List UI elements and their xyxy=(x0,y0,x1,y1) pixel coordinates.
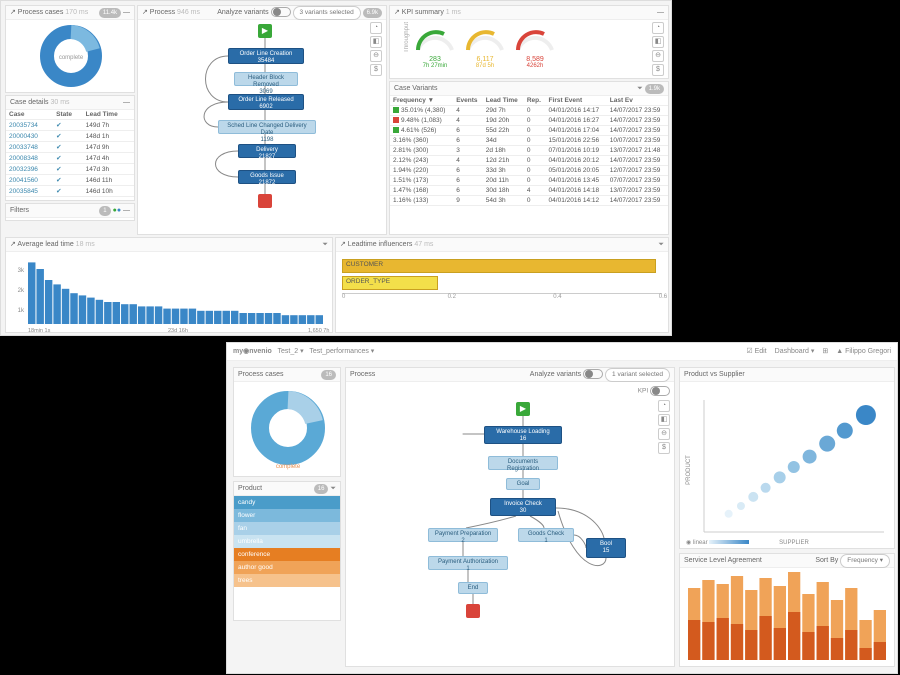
kpi-gauge: 6,11787d 5h xyxy=(460,22,510,69)
table-row[interactable]: 20032396✔147d 3h xyxy=(6,164,134,175)
product-item[interactable]: conference xyxy=(234,548,340,561)
influencer-bar[interactable]: ORDER_TYPE xyxy=(342,276,662,290)
variants-pill[interactable]: 3 variants selected xyxy=(293,6,361,20)
kpi-mode-icon[interactable]: ⊖ xyxy=(652,50,664,62)
svg-text:SUPPLIER: SUPPLIER xyxy=(779,540,809,546)
flow-node[interactable]: Documents Registration xyxy=(488,456,558,470)
topbar-item[interactable]: ☑ Edit xyxy=(746,348,766,355)
svg-text:PRODUCT: PRODUCT xyxy=(686,455,692,485)
table-row[interactable]: 20008348✔147d 4h xyxy=(6,153,134,164)
flow-end[interactable] xyxy=(258,194,272,208)
variants-pill[interactable]: 1 variant selected xyxy=(605,368,670,382)
breadcrumb[interactable]: Test_performances ▾ xyxy=(309,348,374,355)
panel-process-cases: Process cases16complete xyxy=(233,367,341,477)
panel-product: Product16 candyflowerfanumbrellaconferen… xyxy=(233,481,341,621)
panel-process-cases: ↗ Process cases 170 ms11.4k —complete xyxy=(5,5,135,93)
flow-node[interactable]: Sched Line Changed Delivery Date1198 xyxy=(218,120,316,134)
product-item[interactable]: trees xyxy=(234,574,340,587)
kpi-gauge: 8,5894262h xyxy=(510,22,560,69)
table-row[interactable]: 1.51% (173)620d 11h004/01/2016 13:4507/0… xyxy=(390,176,668,186)
influencer-bar[interactable]: CUSTOMER xyxy=(342,259,662,273)
topbar-item[interactable]: ▲ Filippo Gregori xyxy=(836,348,891,355)
table-row[interactable]: 2.12% (243)412d 21h004/01/2016 20:1214/0… xyxy=(390,156,668,166)
flow-start[interactable]: ▶ xyxy=(258,24,272,38)
table-row[interactable]: 20033748✔147d 9h xyxy=(6,142,134,153)
table-row[interactable]: 2.81% (300)32d 18h007/01/2016 10:1913/07… xyxy=(390,146,668,156)
svg-text:18min 1s: 18min 1s xyxy=(28,328,51,334)
table-row[interactable]: 20000430✔148d 1h xyxy=(6,131,134,142)
table-row[interactable]: 9.48% (1,083)419d 20h004/01/2016 16:2714… xyxy=(390,116,668,126)
flow-node[interactable]: Order Line Creation35484 xyxy=(228,48,304,64)
kpi-gauge: 2837h 27min xyxy=(410,22,460,69)
svg-text:complete: complete xyxy=(59,55,84,61)
flow-node[interactable]: End xyxy=(458,582,488,594)
table-row[interactable]: 4.61% (526)655d 22h004/01/2016 17:0414/0… xyxy=(390,126,668,136)
breadcrumb[interactable]: Test_2 ▾ xyxy=(278,348,304,355)
product-item[interactable]: candy xyxy=(234,496,340,509)
product-item[interactable]: author good xyxy=(234,561,340,574)
svg-text:complete: complete xyxy=(276,464,301,470)
panel-process: ProcessAnalyze variants 1 variant select… xyxy=(345,367,675,667)
filter-icon[interactable] xyxy=(322,241,328,248)
flow-node[interactable]: Header Block Removed3069 xyxy=(234,72,298,86)
dashboard-top: ↗ Process cases 170 ms11.4k —completeCas… xyxy=(0,0,672,336)
flow-node[interactable]: Order Line Released6902 xyxy=(228,94,304,110)
flow-node[interactable]: Warehouse Loading16 xyxy=(484,426,562,444)
flow-node[interactable]: Delivery21827 xyxy=(238,144,296,158)
panel-sla: Service Level AgreementSort By Frequency… xyxy=(679,553,895,667)
table-row[interactable]: 3.16% (360)634d015/01/2016 22:5610/07/20… xyxy=(390,136,668,146)
kpi-mode-icon[interactable]: $ xyxy=(652,64,664,76)
flow-node[interactable]: Goods Issue21872 xyxy=(238,170,296,184)
table-row[interactable]: 20035845✔146d 10h xyxy=(6,186,134,197)
product-item[interactable]: umbrella xyxy=(234,535,340,548)
logo: my◉nvenio xyxy=(233,348,272,355)
product-item[interactable]: fan xyxy=(234,522,340,535)
topbar-item[interactable]: Dashboard ▾ xyxy=(775,348,815,355)
legend-icon: ◉ xyxy=(686,540,691,546)
flow-start[interactable]: ▶ xyxy=(516,402,530,416)
table-row[interactable]: 1.47% (168)630d 18h404/01/2016 14:1813/0… xyxy=(390,186,668,196)
panel-case-variants: Case Variants 1.9kFrequency ▼EventsLead … xyxy=(389,81,669,235)
table-row[interactable]: 20035734✔149d 7h xyxy=(6,120,134,131)
panel-process: ↗ Process 946 msAnalyze variants 3 varia… xyxy=(137,5,387,235)
filter-icon[interactable] xyxy=(637,85,643,92)
table-row[interactable]: 35.01% (4,380)429d 7h004/01/2016 14:1714… xyxy=(390,106,668,116)
kpi-mode-icon[interactable]: ◔ xyxy=(652,22,664,34)
panel-case-details: Case details 30 ms—CaseStateLead Time200… xyxy=(5,95,135,201)
svg-text:1k: 1k xyxy=(18,308,25,314)
svg-text:2k: 2k xyxy=(18,288,25,294)
table-row[interactable]: 1.94% (220)633d 3h005/01/2016 20:0512/07… xyxy=(390,166,668,176)
table-row[interactable]: 1.16% (133)954d 3h004/01/2016 14:1214/07… xyxy=(390,196,668,206)
kpi-mode-icon[interactable]: ◧ xyxy=(652,36,664,48)
table-row[interactable]: 20041560✔146d 11h xyxy=(6,175,134,186)
svg-text:1,650 7h: 1,650 7h xyxy=(308,328,329,334)
panel-leadtime-influencers: ↗ Leadtime influencers 47 msCUSTOMERORDE… xyxy=(335,237,669,333)
dashboard-bottom: my◉nvenio Test_2 ▾ Test_performances ▾ ☑ … xyxy=(226,342,898,674)
topbar: my◉nvenio Test_2 ▾ Test_performances ▾ ☑ … xyxy=(227,343,897,361)
flow-node[interactable]: Goal xyxy=(506,478,540,490)
panel-avg-lead-time: ↗ Average lead time 18 ms3k2k1k18min 1s2… xyxy=(5,237,333,333)
svg-text:3k: 3k xyxy=(18,268,25,274)
topbar-item[interactable]: ⊞ xyxy=(822,348,828,355)
flow-node[interactable]: Payment Authorization1 xyxy=(428,556,508,570)
flow-end[interactable] xyxy=(466,604,480,618)
flow-node[interactable]: Bool15 xyxy=(586,538,626,558)
flow-node[interactable]: Goods Check1 xyxy=(518,528,574,542)
sort-select[interactable]: Frequency ▾ xyxy=(840,554,890,568)
product-item[interactable]: flower xyxy=(234,509,340,522)
panel-kpi-summary: ↗ KPI summary 1 ms—◔◧⊖$Throughput2837h 2… xyxy=(389,5,669,79)
flow-node[interactable]: Invoice Check30 xyxy=(490,498,556,516)
panel-product-vs-supplier: Product vs Supplier PRODUCT SUPPLIER ◉ l… xyxy=(679,367,895,549)
flow-node[interactable]: Payment Preparation2 xyxy=(428,528,498,542)
svg-text:23d 16h: 23d 16h xyxy=(168,328,188,334)
panel-filters[interactable]: Filters1 ●● — xyxy=(5,203,135,221)
panel-title: ↗ Process cases xyxy=(10,9,63,16)
